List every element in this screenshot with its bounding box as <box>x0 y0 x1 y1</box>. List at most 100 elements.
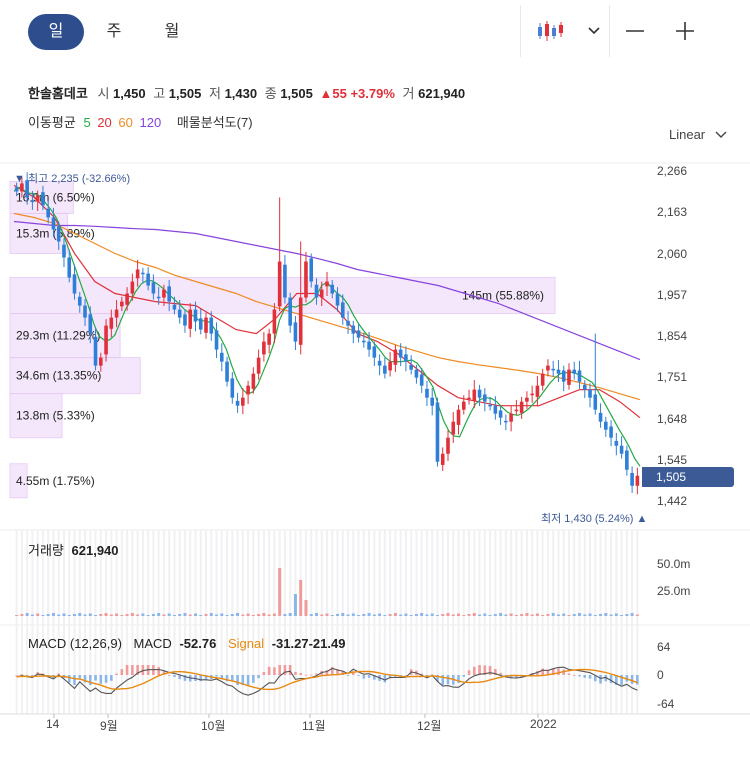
candle-body <box>425 388 429 398</box>
volume-bar <box>141 613 145 616</box>
candle-chart-icon[interactable] <box>521 5 579 57</box>
macd-histogram-bar <box>94 675 97 681</box>
candle-body <box>135 269 140 279</box>
macd-histogram-bar <box>131 665 134 675</box>
macd-histogram-bar <box>283 665 287 675</box>
candle-body <box>351 325 356 334</box>
tab-month[interactable]: 월 <box>164 23 180 40</box>
volume-bar <box>146 615 150 616</box>
volume-bar <box>115 613 119 616</box>
volume-bar <box>151 614 155 616</box>
macd-histogram-bar <box>478 665 481 675</box>
candle-body <box>209 317 214 334</box>
macd-histogram-bar <box>273 667 276 675</box>
volume-bar <box>388 614 392 616</box>
candle-body <box>488 404 492 407</box>
macd-histogram-bar <box>25 675 29 676</box>
macd-histogram-bar <box>110 675 113 681</box>
candle-body <box>498 410 503 418</box>
scale-selector[interactable]: Linear <box>669 127 727 142</box>
divider <box>520 5 521 57</box>
price-tick-label: 1,545 <box>657 452 688 467</box>
candle-body <box>314 284 319 298</box>
volume-bar <box>478 614 482 616</box>
volume-bar <box>535 613 539 616</box>
volume-bar <box>462 615 466 616</box>
macd-histogram-bar <box>173 675 176 677</box>
macd-histogram-bar <box>352 671 355 675</box>
macd-histogram-bar <box>499 672 502 675</box>
macd-histogram-bar <box>99 675 103 684</box>
zoom-in-icon[interactable] <box>660 5 710 57</box>
candle-body <box>14 187 19 192</box>
candle-body <box>109 317 114 329</box>
volume-bar <box>267 614 271 616</box>
volume-profile-label: 34.6m (13.35%) <box>16 369 101 383</box>
ma20-line <box>13 184 641 419</box>
volume-bar <box>99 614 103 616</box>
candle-body <box>519 401 524 413</box>
candle-body <box>335 293 340 306</box>
macd-histogram-bar <box>467 670 471 675</box>
volume-tick-25m: 25.0m <box>657 584 691 598</box>
volume-bar <box>25 613 29 616</box>
candle-body <box>582 384 587 390</box>
volume-bar <box>488 615 492 616</box>
candle-body <box>372 346 377 358</box>
x-tick-label: 2022 <box>530 717 557 731</box>
candle-body <box>167 286 171 302</box>
tab-week[interactable]: 주 <box>106 23 122 40</box>
candle-body <box>30 200 35 203</box>
volume-bar <box>46 614 50 616</box>
volume-bar <box>620 615 624 616</box>
macd-histogram-bar <box>572 674 576 676</box>
zoom-out-icon[interactable] <box>610 5 660 57</box>
macd-histogram-bar <box>430 674 434 676</box>
candle-body <box>604 421 608 430</box>
candle-body <box>467 397 471 400</box>
volume-bar <box>599 614 603 616</box>
volume-profile-bar <box>9 393 63 439</box>
candle-body <box>388 361 392 371</box>
high-value: 1,505 <box>168 86 202 101</box>
volume-bar <box>88 613 92 616</box>
volume-bar <box>562 613 566 616</box>
macd-histogram-bar <box>141 665 145 675</box>
macd-histogram-bar <box>541 668 544 675</box>
macd-histogram-bar <box>420 673 423 675</box>
ma120-label: 120 <box>139 115 162 130</box>
chevron-down-icon[interactable] <box>579 5 609 57</box>
macd-histogram-bar <box>488 666 492 675</box>
volume-bar <box>220 613 224 616</box>
macd-histogram-bar <box>246 675 250 685</box>
volume-bar <box>399 614 403 616</box>
tab-day[interactable]: 일 <box>28 14 84 50</box>
candle-body <box>356 330 361 338</box>
volume-bar <box>578 613 582 616</box>
candle-body <box>546 365 550 371</box>
candle-body <box>225 361 229 382</box>
volume-bar <box>41 615 45 616</box>
candle-body <box>535 385 540 397</box>
volume-bar <box>483 613 487 616</box>
volume-bar <box>15 615 19 616</box>
candle-body <box>183 314 187 326</box>
candle-body <box>393 349 398 365</box>
candle-body <box>156 296 161 299</box>
macd-histogram-bar <box>362 675 366 679</box>
candle-body <box>130 281 135 294</box>
candle-body <box>288 297 292 326</box>
volume-profile-label: 29.3m (11.29%) <box>16 329 101 343</box>
volume-profile-bar <box>9 357 141 395</box>
volume-bar <box>51 613 55 616</box>
macd-histogram-bar <box>578 675 581 677</box>
candle-body <box>125 293 129 305</box>
macd-histogram-bar <box>294 671 297 675</box>
candle-body <box>493 405 498 414</box>
macd-histogram-bar <box>20 674 24 676</box>
ma20-label: 20 <box>97 115 112 130</box>
candle-body <box>41 192 45 206</box>
macd-histogram-bar <box>357 675 360 676</box>
candle-body <box>188 309 193 329</box>
